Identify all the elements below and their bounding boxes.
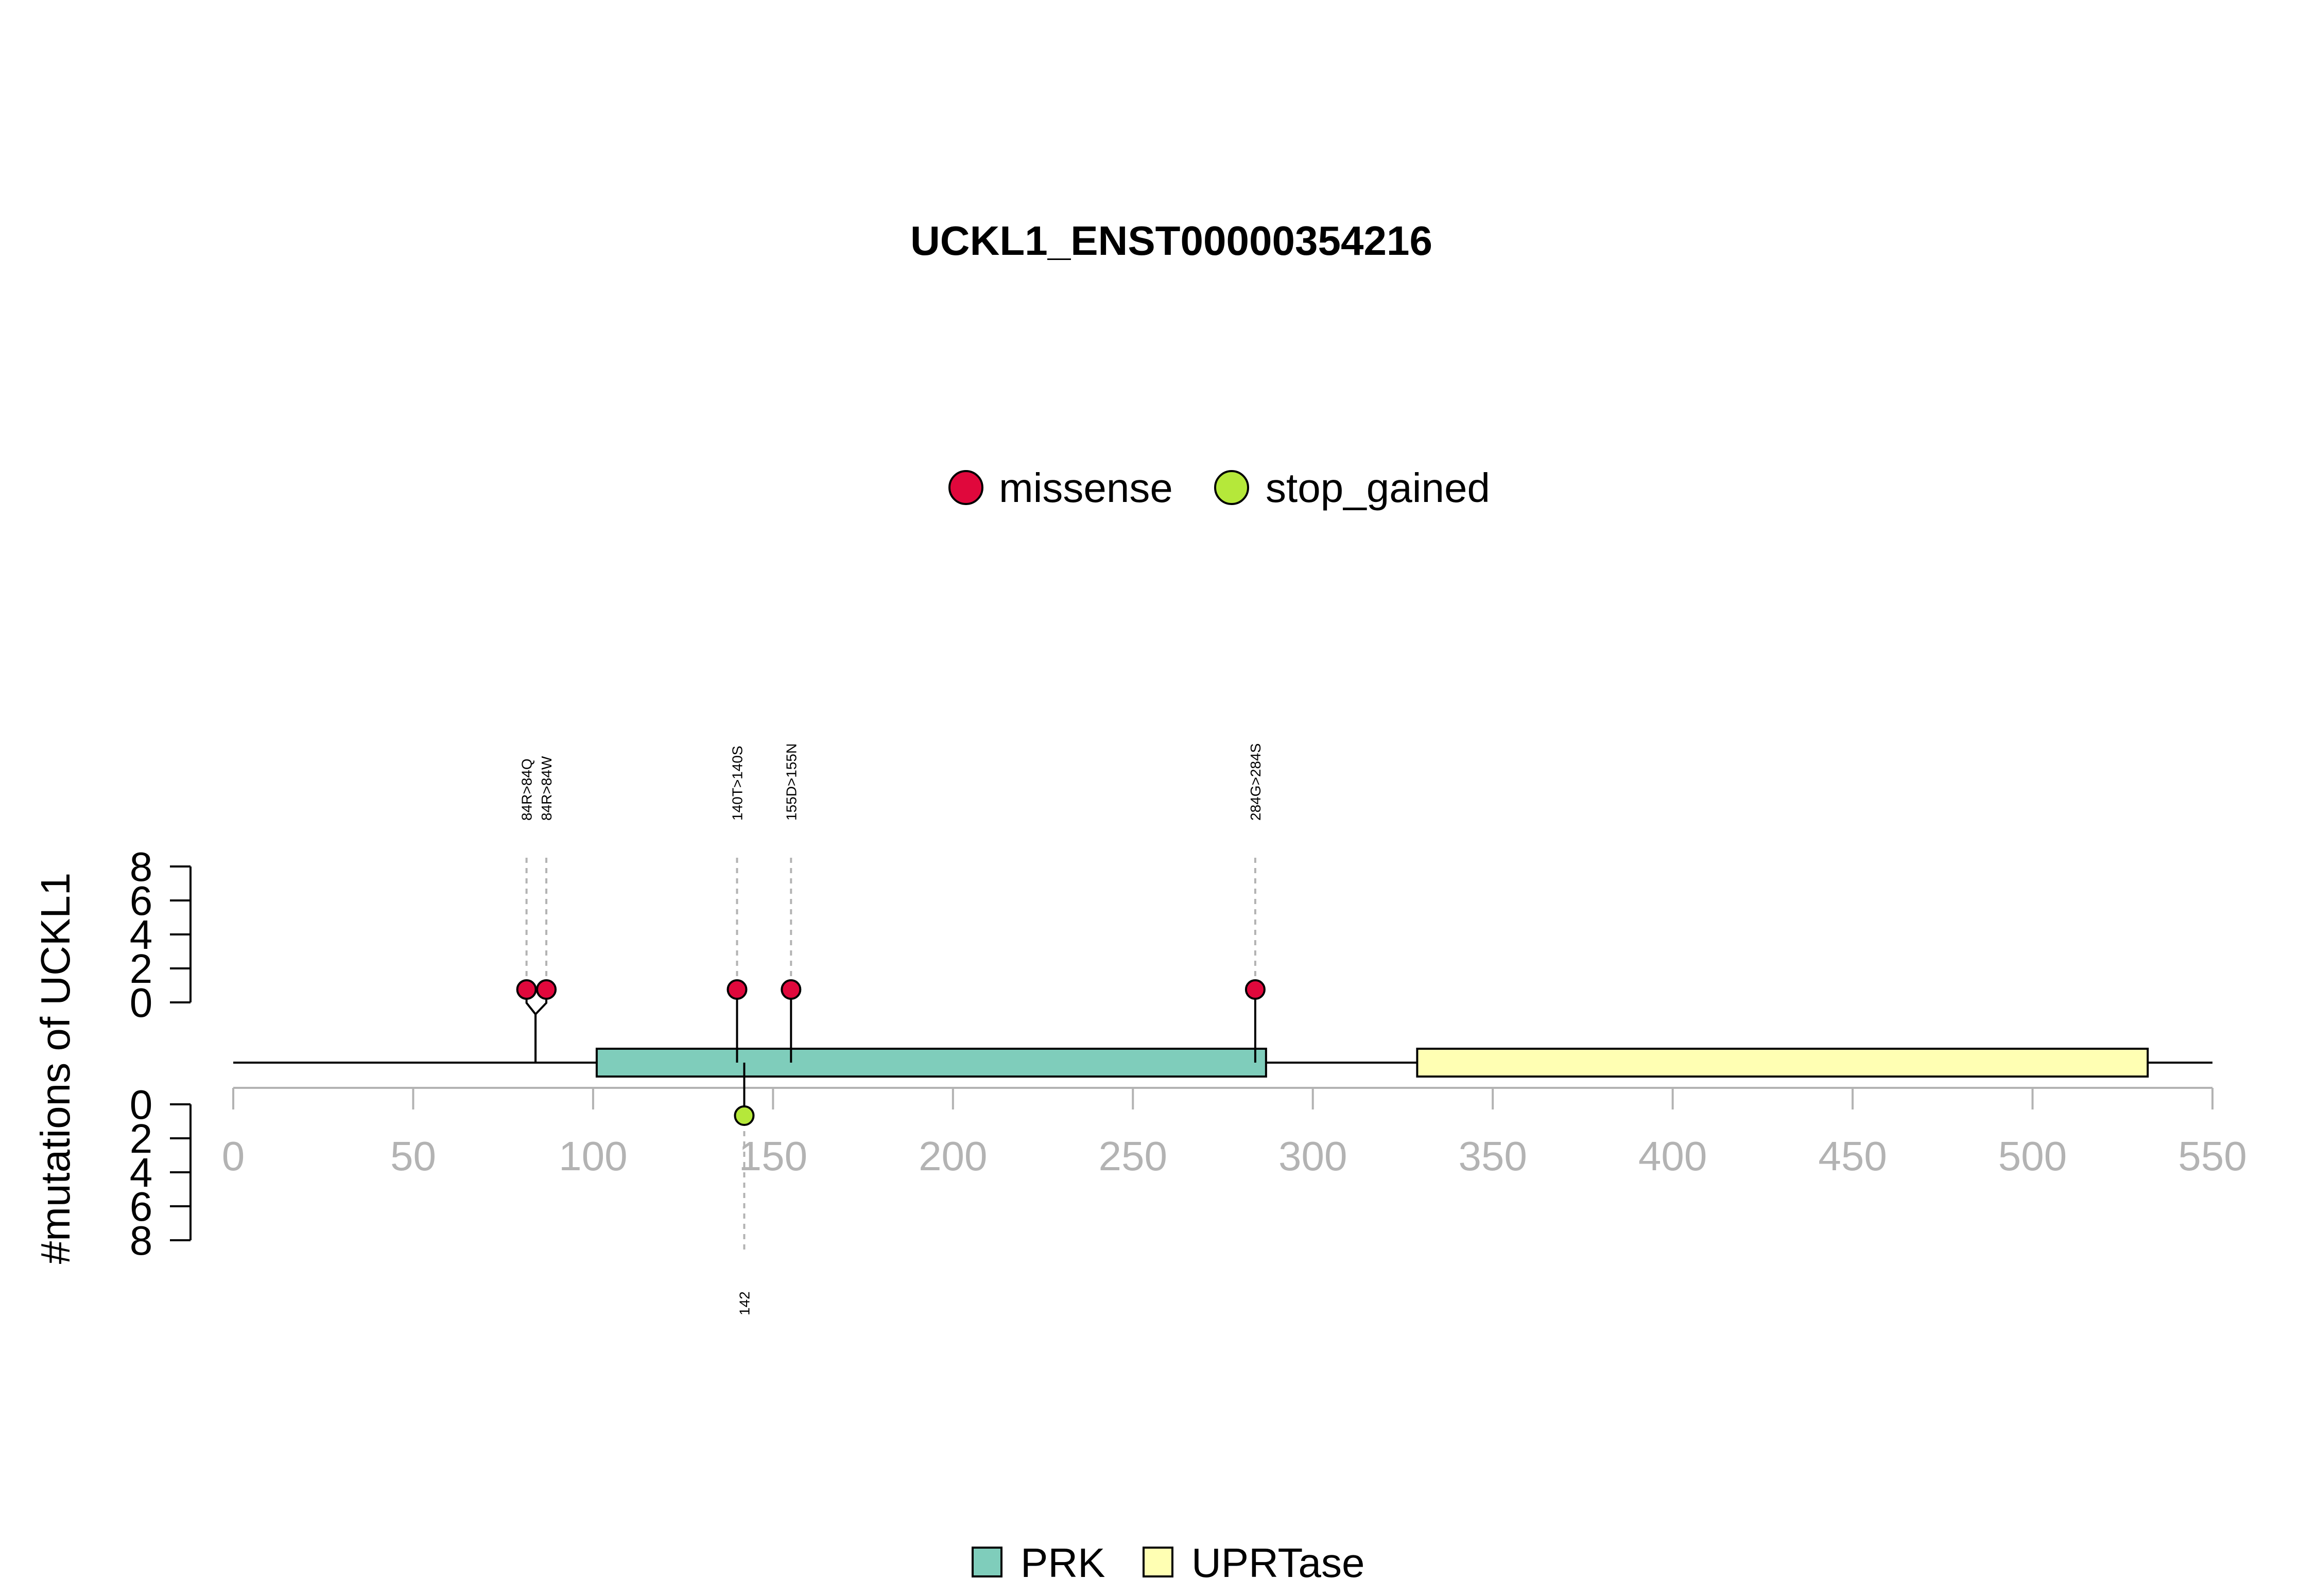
y-tick-label: 2 [130,1116,153,1161]
y-tick-label: 4 [130,912,153,958]
legend-uprtase-label: UPRTase [1191,1540,1364,1586]
y-tick-label: 6 [130,1184,153,1229]
chart-title: UCKL1_ENST00000354216 [910,218,1432,264]
domain-uprtase [1416,1048,2149,1078]
x-tick-label: 500 [1998,1133,2067,1179]
y-tick-label: 8 [130,844,153,890]
x-tick-label: 400 [1638,1133,1707,1179]
x-tick-label: 50 [390,1133,436,1179]
mutation-head-missense [1244,979,1266,1000]
x-tick-label: 300 [1278,1133,1347,1179]
mutation-head-missense [536,979,557,1000]
x-tick-label: 550 [2178,1133,2246,1179]
y-tick-label: 6 [130,878,153,924]
lollipops-bottom: 142 [734,1063,755,1315]
y-tick-label: 4 [130,1150,153,1195]
y-tick-label: 8 [130,1218,153,1263]
mutation-stem [525,990,537,1063]
x-axis: 0 50 100 150 200 250 300 350 400 450 500 550 [222,1087,2247,1179]
mutation-label: 84R>84Q [519,758,535,821]
x-tick-label: 100 [559,1133,627,1179]
x-tick-label: 200 [919,1133,987,1179]
mutation-label: 142 [736,1291,752,1315]
domains [595,1048,2149,1078]
mutation-label: 155D>155N [783,743,799,821]
y-axis-label: #mutations of UCKL1 [32,873,78,1264]
mutation-head-stop_gained [734,1105,755,1126]
legend-stop-gained-label: stop_gained [1266,465,1490,511]
mutation-head-missense [727,979,748,1000]
x-tick-label: 250 [1099,1133,1167,1179]
x-tick-label: 450 [1818,1133,1887,1179]
mutation-label: 284G>284S [1248,743,1264,821]
legend-missense-marker [948,470,983,505]
mutation-head-missense [516,979,537,1000]
mutation-legend: missense stop_gained [948,465,1490,511]
legend-prk-label: PRK [1021,1540,1105,1586]
mutation-head-missense [781,979,802,1000]
legend-prk-swatch [972,1547,1002,1577]
mutation-label: 84R>84W [539,756,555,821]
legend-missense-label: missense [999,465,1173,511]
x-tick-label: 350 [1458,1133,1527,1179]
domain-legend: PRK UPRTase [972,1540,1364,1586]
y-tick-label: 2 [130,946,153,992]
mutation-label: 140T>140S [729,745,745,821]
y-tick-label: 0 [130,1082,153,1127]
legend-uprtase-swatch [1143,1547,1173,1577]
lollipops-top: 84R>84Q 84R>84W 140T>140S 155D>155N 284G>284… [516,743,1266,1063]
x-tick-label: 0 [222,1133,245,1179]
legend-stop-gained-marker [1214,470,1249,505]
x-tick-label: 150 [739,1133,807,1179]
mutation-stem [534,990,548,1063]
y-tick-label: 0 [130,980,153,1026]
domain-prk [595,1048,1267,1078]
